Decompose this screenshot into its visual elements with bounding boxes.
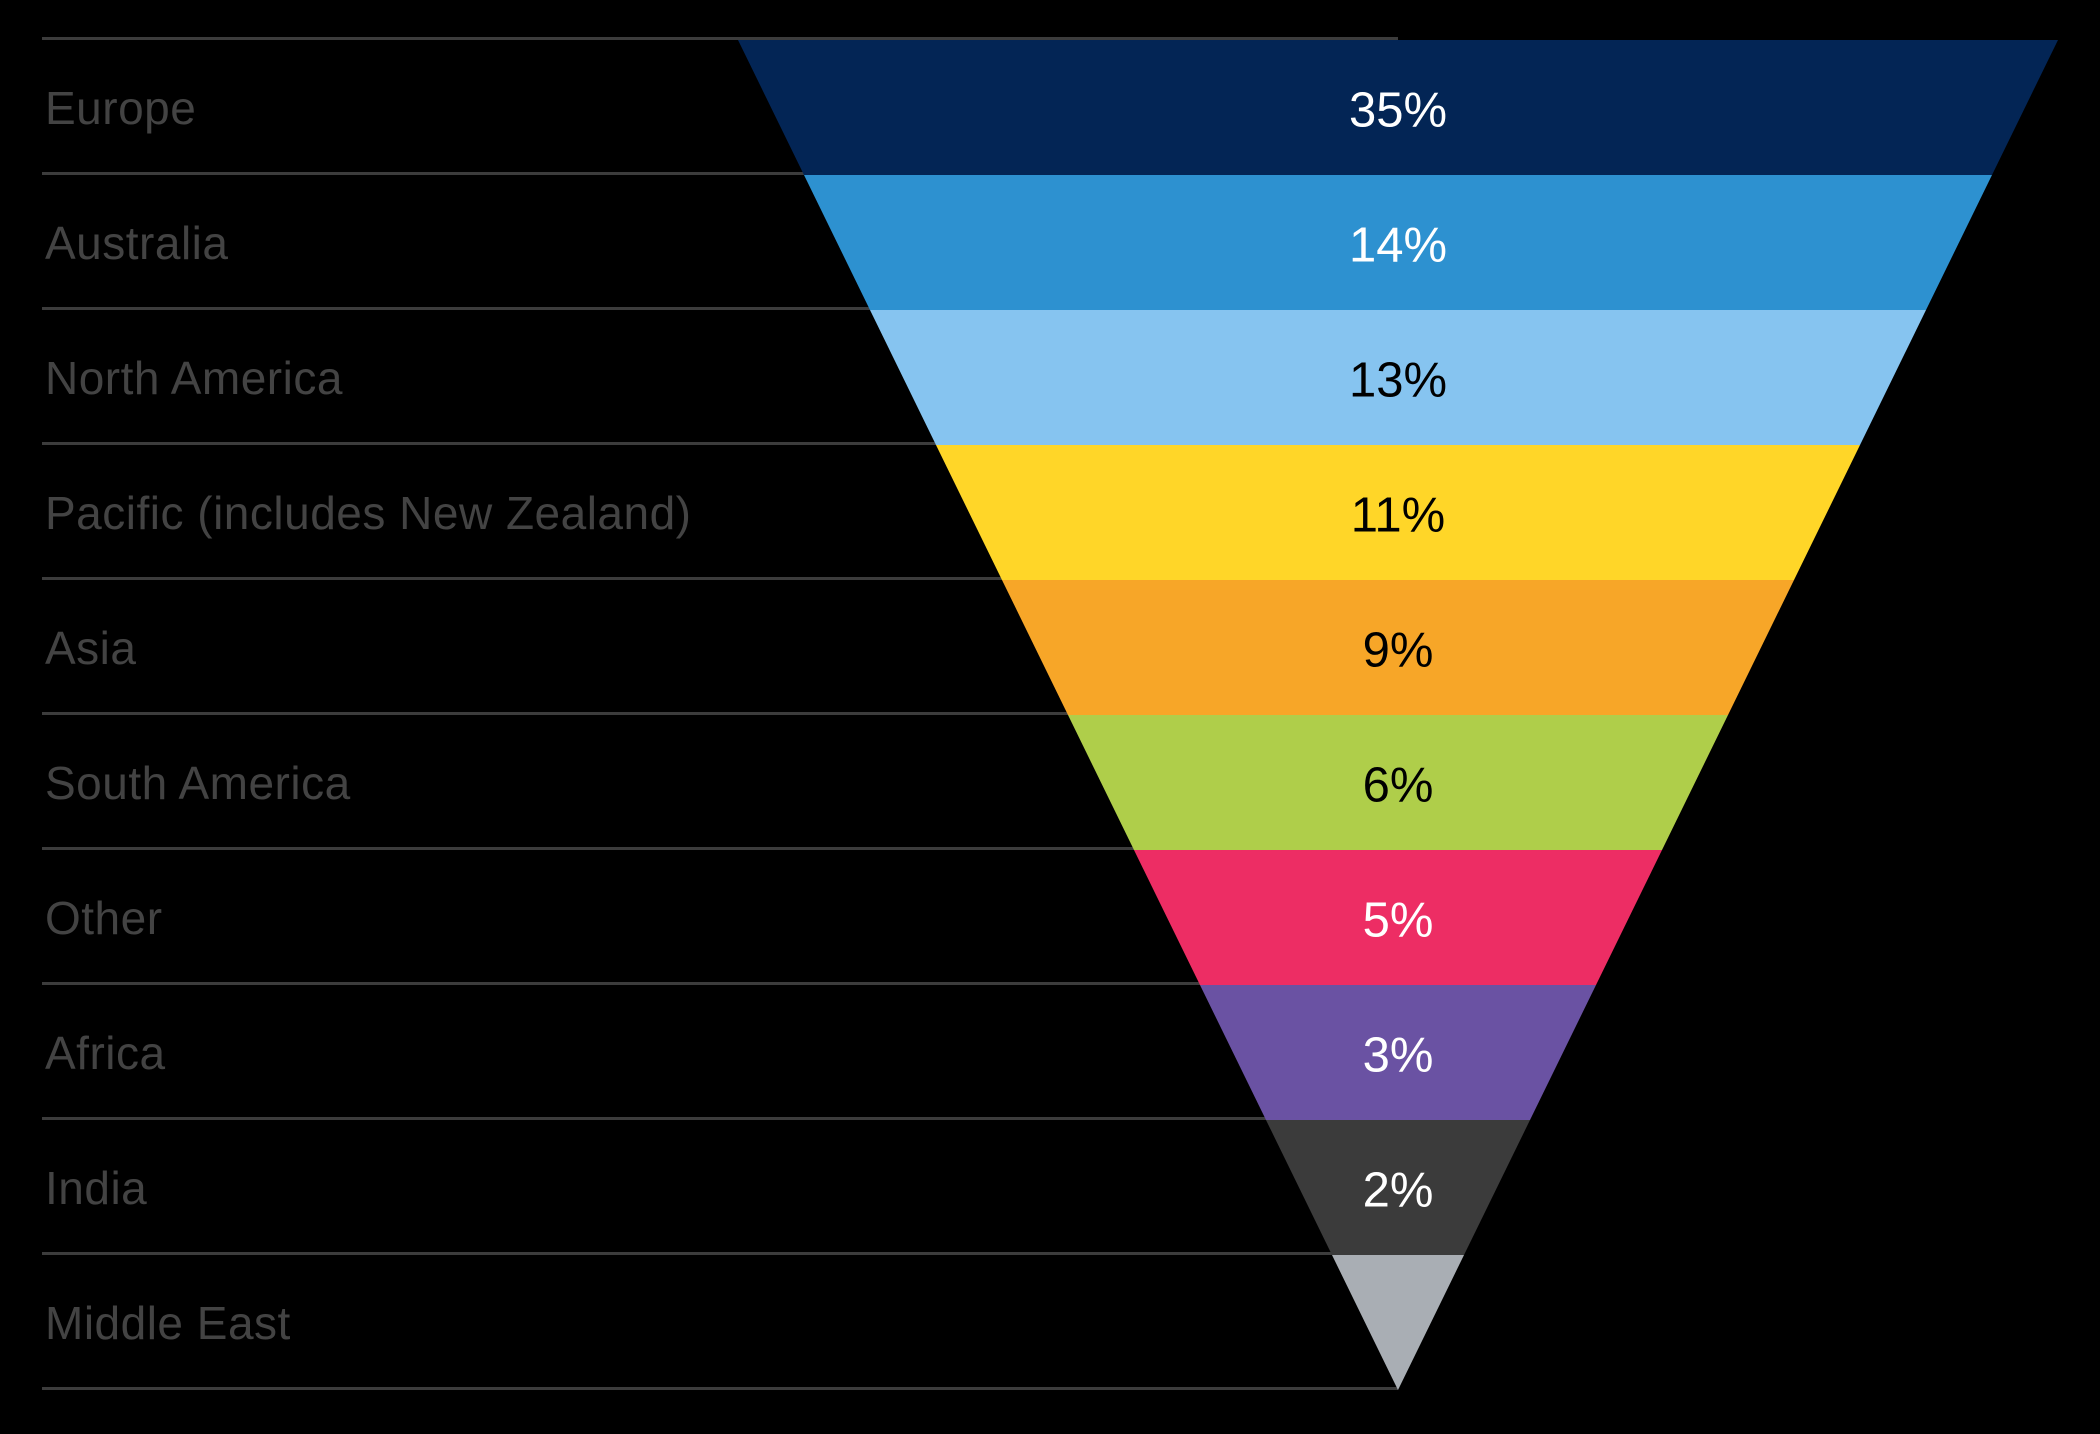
category-label-other: Other xyxy=(45,891,163,944)
segment-value-label-asia: 9% xyxy=(1363,624,1434,678)
funnel-segment-north-america xyxy=(870,310,1926,445)
category-label-asia: Asia xyxy=(45,621,137,674)
funnel-segment-pacific-includes-new-zealand xyxy=(936,445,1860,580)
segment-value-label-africa: 3% xyxy=(1363,1029,1434,1083)
category-label-middle-east: Middle East xyxy=(45,1296,291,1349)
funnel-segment-south-america xyxy=(1068,715,1728,850)
funnel-segment-australia xyxy=(804,175,1992,310)
category-label-north-america: North America xyxy=(45,351,343,404)
segment-value-label-south-america: 6% xyxy=(1363,759,1434,813)
segment-value-label-india: 2% xyxy=(1363,1164,1434,1218)
category-label-india: India xyxy=(45,1161,148,1214)
funnel-segment-africa xyxy=(1200,985,1596,1120)
segment-value-label-europe: 35% xyxy=(1349,84,1447,138)
segment-value-label-australia: 14% xyxy=(1349,219,1447,273)
funnel-segment-middle-east xyxy=(1332,1255,1464,1390)
funnel-segment-other xyxy=(1134,850,1662,985)
category-label-south-america: South America xyxy=(45,756,351,809)
funnel-segment-asia xyxy=(1002,580,1794,715)
category-label-pacific-includes-new-zealand: Pacific (includes New Zealand) xyxy=(45,486,692,539)
segment-value-label-other: 5% xyxy=(1363,894,1434,948)
category-label-australia: Australia xyxy=(45,216,229,269)
funnel-segment-india xyxy=(1266,1120,1530,1255)
segment-value-label-pacific-includes-new-zealand: 11% xyxy=(1351,489,1445,543)
category-label-europe: Europe xyxy=(45,81,197,134)
funnel-segment-europe xyxy=(738,40,2058,175)
segment-value-label-north-america: 13% xyxy=(1349,354,1447,408)
category-label-africa: Africa xyxy=(45,1026,166,1079)
